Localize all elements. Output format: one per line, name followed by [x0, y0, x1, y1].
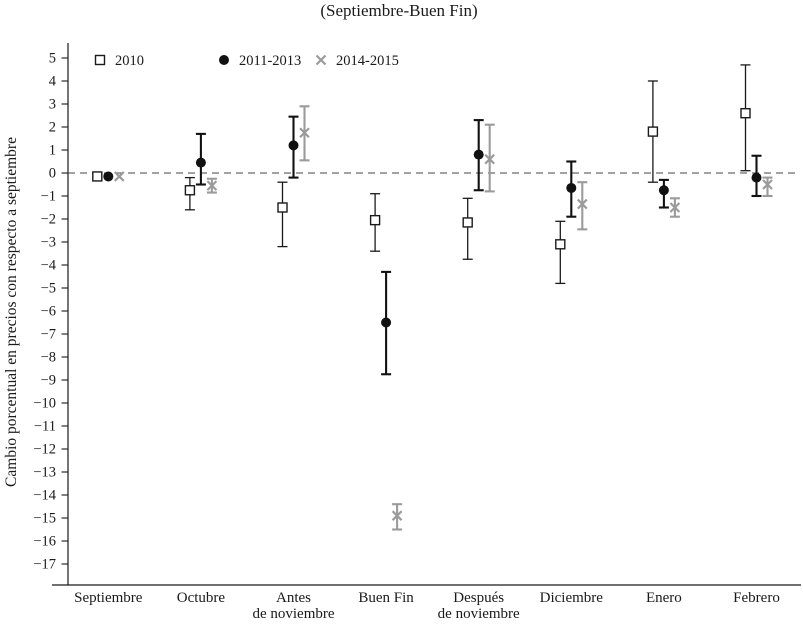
- marker-open-square: [555, 239, 566, 250]
- marker-open-square: [184, 185, 196, 196]
- axes: 5 4 3 2 1 0 −1 −2 −3 −4 −5 −6 −7 −8 −9 −10 −11 −12 −13 −14 −…: [33, 43, 801, 622]
- x-category-label: Septiembre: [74, 590, 143, 606]
- marker-filled-circle: [381, 317, 392, 328]
- y-tick-label: −17: [33, 557, 56, 573]
- legend-item: 2010: [94, 53, 144, 69]
- marker-filled-circle: [103, 171, 114, 182]
- marker-filled-circle: [566, 182, 577, 193]
- marker-filled-circle: [195, 157, 206, 168]
- marker-filled-circle: [219, 55, 229, 65]
- marker-x: [299, 127, 310, 139]
- marker-filled-circle: [658, 185, 669, 196]
- marker-open-square: [740, 107, 751, 119]
- y-tick-label: −5: [41, 281, 56, 297]
- x-category-label: de noviembre: [438, 606, 520, 622]
- marker-x: [484, 153, 495, 165]
- marker-open-square: [94, 54, 106, 66]
- x-category-label: Febrero: [733, 590, 780, 606]
- y-tick-label: 2: [49, 120, 56, 136]
- marker-filled-circle: [473, 149, 484, 160]
- legend-item: 2011-2013: [219, 53, 301, 69]
- y-tick-label: 5: [49, 51, 56, 67]
- y-tick-label: −13: [33, 465, 56, 481]
- marker-filled-circle: [751, 172, 762, 183]
- marker-filled-circle: [288, 140, 299, 151]
- marker-open-square: [92, 171, 103, 182]
- y-tick-label: −7: [41, 327, 56, 343]
- x-category-label: Enero: [646, 590, 682, 606]
- legend-item: 2014-2015: [315, 53, 399, 69]
- y-tick-label: −3: [41, 235, 56, 251]
- x-category-label: Buen Fin: [358, 590, 414, 606]
- y-tick-label: −1: [41, 189, 56, 205]
- x-category-label: Después: [453, 590, 504, 606]
- y-tick-label: 1: [49, 143, 56, 159]
- y-tick-label: −6: [41, 304, 56, 320]
- x-category-label: de noviembre: [252, 606, 334, 622]
- marker-open-square: [369, 214, 381, 226]
- y-tick-label: −14: [33, 488, 56, 504]
- marker-x: [577, 198, 588, 210]
- y-tick-label: −12: [33, 442, 56, 458]
- x-category-label: Diciembre: [540, 590, 604, 606]
- y-tick-label: 4: [49, 74, 57, 90]
- y-axis-label: Cambio porcentual en precios con respect…: [3, 137, 20, 487]
- chart-title: (Septiembre-Buen Fin): [320, 1, 477, 20]
- legend-item-label: 2014-2015: [336, 53, 399, 69]
- y-tick-label: 3: [49, 97, 56, 113]
- marker-x: [391, 510, 403, 521]
- y-tick-label: −16: [33, 534, 56, 550]
- y-tick-label: −9: [41, 373, 56, 389]
- y-tick-label: −15: [33, 511, 56, 527]
- marker-open-square: [462, 217, 473, 228]
- legend-item-label: 2011-2013: [239, 53, 301, 69]
- y-tick-label: −8: [41, 350, 56, 366]
- marker-x: [206, 180, 218, 191]
- marker-open-square: [647, 126, 659, 137]
- marker-x: [114, 171, 125, 182]
- y-tick-label: −11: [34, 419, 56, 435]
- y-tick-label: −4: [41, 258, 57, 274]
- data-points: [92, 64, 773, 531]
- marker-x: [762, 179, 773, 190]
- legend: 2010 2011-2013 2014-2015: [94, 53, 399, 69]
- marker-x: [669, 202, 681, 213]
- marker-open-square: [277, 202, 288, 213]
- y-tick-label: −10: [33, 396, 56, 412]
- y-tick-label: −2: [41, 212, 56, 228]
- marker-x: [315, 54, 327, 66]
- x-category-label: Octubre: [177, 590, 226, 606]
- y-tick-label: 0: [49, 166, 56, 182]
- legend-item-label: 2010: [115, 53, 144, 69]
- x-category-label: Antes: [276, 590, 311, 606]
